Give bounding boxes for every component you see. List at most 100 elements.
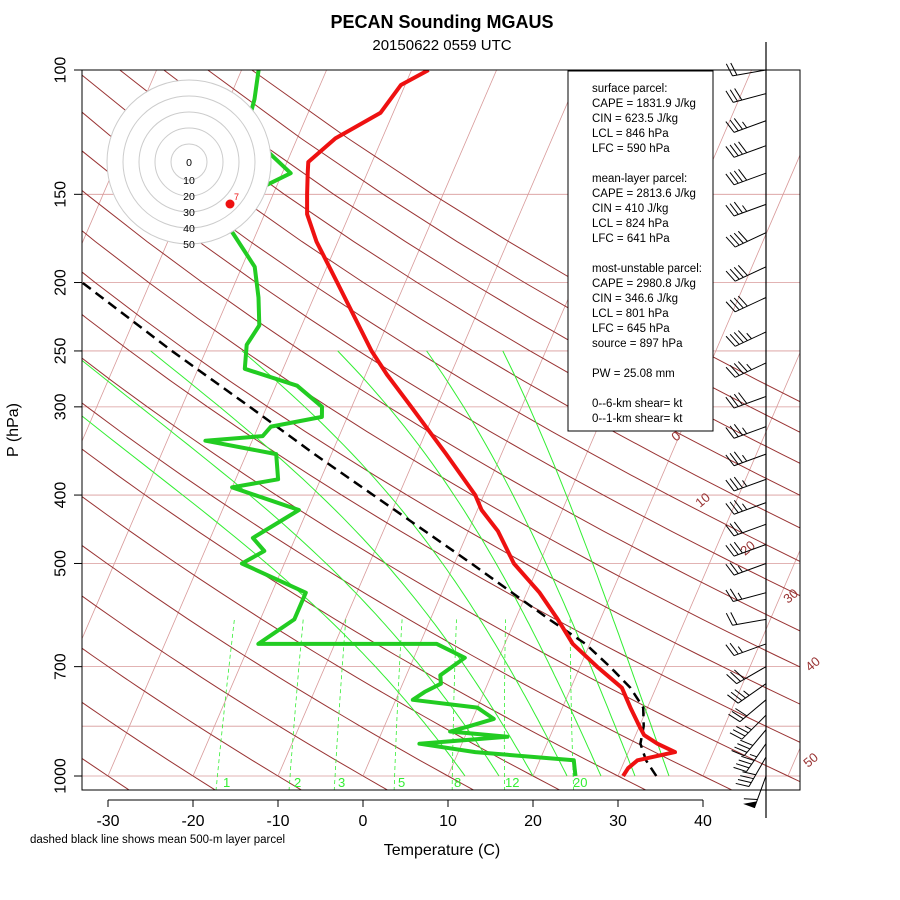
parcel-info-box: surface parcel: CAPE = 1831.9 J/kg CIN = 6… xyxy=(567,70,714,432)
wind-barb-full xyxy=(725,90,734,103)
wind-barb-full xyxy=(736,726,749,734)
wind-barb-full xyxy=(725,270,736,282)
wind-barb-full xyxy=(725,454,735,467)
isotherm-line xyxy=(107,70,412,777)
wind-barb-full xyxy=(738,141,748,154)
wind-barb-full xyxy=(740,775,754,780)
wind-barb-full xyxy=(729,299,740,311)
y-tick-label: 100 xyxy=(53,57,70,84)
dewpoint-trace xyxy=(203,70,578,777)
info-box-line: LCL = 824 hPa xyxy=(592,218,669,230)
parcel-trace xyxy=(82,280,658,777)
isotherm-line xyxy=(277,70,582,777)
x-tick-label: -30 xyxy=(96,813,119,830)
wind-barb-half xyxy=(742,454,748,462)
wind-barb-full xyxy=(729,365,740,376)
wind-barb-staff xyxy=(736,666,767,685)
dry-adiabat-line xyxy=(82,402,733,790)
wind-barb xyxy=(725,62,767,77)
wind-barb-full xyxy=(733,500,743,512)
wind-barb-staff xyxy=(733,426,767,439)
dry-adiabat-line xyxy=(82,544,475,790)
wind-barb-full xyxy=(733,201,743,214)
pressure-axis: 100 150 200 250 300 400 500 700 1000 xyxy=(53,57,82,794)
wind-barb xyxy=(725,476,767,492)
y-tick-label: 300 xyxy=(53,393,70,420)
wind-barb xyxy=(725,201,767,217)
info-box-line: CIN = 346.6 J/kg xyxy=(592,293,678,305)
y-tick-label: 500 xyxy=(53,550,70,577)
wind-barb xyxy=(725,541,767,557)
wind-barb-full xyxy=(737,743,751,750)
info-box-frame xyxy=(567,70,714,432)
mixing-ratio-label: 8 xyxy=(454,775,461,790)
wind-barb-full xyxy=(737,295,748,307)
wind-barb-staff xyxy=(734,297,767,313)
info-box-line: CIN = 410 J/kg xyxy=(592,203,668,215)
wind-barb xyxy=(726,666,767,685)
wind-barb-full xyxy=(729,234,740,246)
wind-barb xyxy=(725,521,767,537)
wind-barb-full xyxy=(729,588,738,601)
wind-barb-full xyxy=(741,755,755,761)
chart-subtitle: 20150622 0559 UTC xyxy=(372,37,511,54)
x-tick-label: 40 xyxy=(694,813,712,830)
wind-barb-staff xyxy=(733,145,767,158)
mixing-ratio-label: 5 xyxy=(398,775,405,790)
hodograph: 0 10 20 30 40 50 7 xyxy=(106,79,272,251)
x-axis-label: Temperature (C) xyxy=(384,842,500,859)
wind-barb-full xyxy=(730,612,738,625)
dry-adiabat-label: 20 xyxy=(737,538,758,559)
sounding-profiles xyxy=(82,70,677,778)
wind-barb-full xyxy=(737,361,748,372)
dry-adiabat-line xyxy=(82,230,800,668)
wind-barb-full xyxy=(735,708,748,717)
wind-barb xyxy=(725,295,767,313)
hodograph-ring-label: 0 xyxy=(186,157,192,169)
wind-barb-half xyxy=(742,480,748,487)
wind-barb-full xyxy=(725,524,735,537)
wind-barb-full xyxy=(727,694,739,704)
wind-barb-full xyxy=(731,750,745,757)
wind-barb-half xyxy=(744,725,752,731)
wind-barb-full xyxy=(738,759,752,765)
info-box-line: PW = 25.08 mm xyxy=(592,368,675,380)
wind-barb-half xyxy=(742,427,748,434)
wind-barb-full xyxy=(734,746,748,753)
wind-barb-staff xyxy=(748,756,767,787)
wind-barb xyxy=(725,612,767,626)
info-box-line: CAPE = 2813.6 J/kg xyxy=(592,188,696,200)
wind-barb-staff xyxy=(734,232,767,248)
hodograph-ring xyxy=(122,95,256,229)
isotherm-line xyxy=(617,351,800,777)
wind-barb-full xyxy=(733,541,743,554)
wind-barb-staff xyxy=(733,203,767,217)
wind-barb-full xyxy=(732,729,746,737)
mixing-ratio-line xyxy=(333,619,347,790)
wind-barb-full xyxy=(733,521,743,534)
hodograph-ring xyxy=(138,111,240,213)
wind-barb xyxy=(725,392,767,409)
wind-barb-staff xyxy=(734,331,767,347)
hodograph-ring xyxy=(170,143,208,181)
wind-barb-full xyxy=(729,523,739,535)
wind-barb-full xyxy=(729,562,739,574)
info-box-line: LFC = 590 hPa xyxy=(592,143,670,155)
wind-barb-staff xyxy=(732,618,767,626)
x-tick-label: -10 xyxy=(266,813,289,830)
wind-barb-full xyxy=(729,89,738,102)
mixing-ratio-label: 2 xyxy=(294,775,301,790)
mixing-ratio-label: 1 xyxy=(223,775,230,790)
wind-barb-full xyxy=(725,121,735,133)
wind-barb xyxy=(725,265,767,282)
wind-barb-full xyxy=(733,766,747,773)
wind-barb-full xyxy=(729,642,739,655)
wind-barb-full xyxy=(725,204,735,217)
x-tick-label: -20 xyxy=(181,813,204,830)
info-box-line: CIN = 623.5 J/kg xyxy=(592,113,678,125)
info-box-line: CAPE = 2980.8 J/kg xyxy=(592,278,696,290)
wind-barb-full xyxy=(729,501,739,514)
wind-barb-full xyxy=(725,366,736,378)
isotherm-line xyxy=(873,70,900,776)
wind-barb-full xyxy=(725,236,736,248)
